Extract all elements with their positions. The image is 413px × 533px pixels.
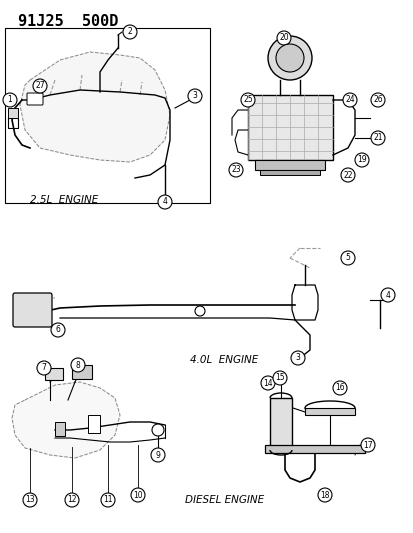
Text: 2.5L  ENGINE: 2.5L ENGINE: [30, 195, 98, 205]
Text: 23: 23: [230, 166, 240, 174]
Circle shape: [240, 93, 254, 107]
Text: 17: 17: [362, 440, 372, 449]
Circle shape: [276, 31, 290, 45]
Text: 22: 22: [342, 171, 352, 180]
Text: 21: 21: [373, 133, 382, 142]
Text: 19: 19: [356, 156, 366, 165]
Circle shape: [260, 376, 274, 390]
Circle shape: [275, 44, 303, 72]
Text: 27: 27: [35, 82, 45, 91]
Circle shape: [340, 168, 354, 182]
Circle shape: [267, 36, 311, 80]
Circle shape: [370, 93, 384, 107]
Circle shape: [51, 323, 65, 337]
Circle shape: [123, 25, 137, 39]
Circle shape: [33, 79, 47, 93]
Text: 1: 1: [7, 95, 12, 104]
Text: 18: 18: [320, 490, 329, 499]
Circle shape: [360, 438, 374, 452]
Circle shape: [23, 493, 37, 507]
Text: 3: 3: [295, 353, 300, 362]
Text: 3: 3: [192, 92, 197, 101]
Text: 8: 8: [76, 360, 80, 369]
Text: 13: 13: [25, 496, 35, 505]
Circle shape: [272, 371, 286, 385]
Text: DIESEL ENGINE: DIESEL ENGINE: [185, 495, 263, 505]
Circle shape: [354, 153, 368, 167]
FancyBboxPatch shape: [27, 93, 43, 105]
Bar: [8, 108, 18, 118]
Text: 10: 10: [133, 490, 142, 499]
Bar: [72, 365, 92, 379]
Text: 4: 4: [162, 198, 167, 206]
Circle shape: [152, 424, 164, 436]
Text: 4.0L  ENGINE: 4.0L ENGINE: [190, 355, 258, 365]
Text: 24: 24: [344, 95, 354, 104]
Text: 5: 5: [345, 254, 349, 262]
Text: 9: 9: [155, 450, 160, 459]
Bar: [45, 368, 63, 380]
Circle shape: [151, 448, 165, 462]
Circle shape: [380, 288, 394, 302]
Circle shape: [101, 493, 115, 507]
Text: 12: 12: [67, 496, 76, 505]
Bar: [269, 398, 291, 450]
Text: 4: 4: [385, 290, 389, 300]
Text: 6: 6: [55, 326, 60, 335]
Text: 16: 16: [335, 384, 344, 392]
Circle shape: [340, 251, 354, 265]
Circle shape: [195, 306, 204, 316]
Bar: [259, 170, 319, 175]
Text: 91J25  500D: 91J25 500D: [18, 14, 118, 29]
Bar: [254, 160, 324, 170]
Text: 25: 25: [242, 95, 252, 104]
Circle shape: [3, 93, 17, 107]
Polygon shape: [12, 382, 120, 458]
Bar: [88, 415, 100, 433]
Text: 14: 14: [263, 378, 272, 387]
Bar: [5, 28, 209, 203]
Circle shape: [342, 93, 356, 107]
Circle shape: [71, 358, 85, 372]
FancyBboxPatch shape: [13, 293, 52, 327]
Circle shape: [65, 493, 79, 507]
Bar: [247, 95, 332, 160]
Circle shape: [37, 361, 51, 375]
Circle shape: [332, 381, 346, 395]
Text: 11: 11: [103, 496, 112, 505]
Text: 7: 7: [41, 364, 46, 373]
Polygon shape: [20, 52, 170, 162]
Bar: [55, 422, 65, 436]
Circle shape: [158, 195, 171, 209]
Bar: [264, 445, 364, 453]
Circle shape: [370, 131, 384, 145]
Circle shape: [131, 488, 145, 502]
Circle shape: [317, 488, 331, 502]
Circle shape: [228, 163, 242, 177]
Text: 15: 15: [275, 374, 284, 383]
Circle shape: [188, 89, 202, 103]
Text: 26: 26: [372, 95, 382, 104]
Text: 20: 20: [278, 34, 288, 43]
Circle shape: [290, 351, 304, 365]
Bar: [304, 408, 354, 415]
Text: 2: 2: [127, 28, 132, 36]
